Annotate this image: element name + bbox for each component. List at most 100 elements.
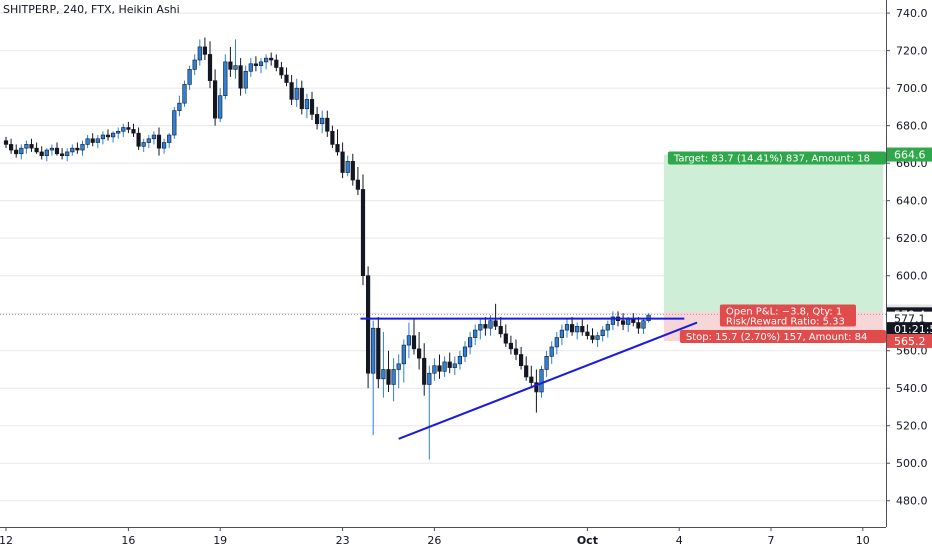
price-tick-label: 680.0 [896, 120, 928, 133]
candle-body [116, 130, 121, 134]
candle-body [121, 127, 126, 132]
candle-body [580, 326, 585, 333]
price-tick-label: 520.0 [896, 420, 928, 433]
pnl-label: Open P&L: −3.8, Qty: 1 [726, 307, 842, 318]
candle-body [304, 99, 310, 110]
candle-body [544, 356, 549, 370]
candle-body [253, 63, 259, 66]
candle-body [411, 335, 417, 350]
candle-body [156, 134, 162, 149]
candle-body [539, 369, 544, 393]
candle-body [360, 189, 366, 276]
candle-body [636, 322, 641, 329]
support-line [398, 321, 698, 440]
candle-body [197, 46, 202, 61]
candle-body [473, 329, 478, 338]
target-label: Target: 83.7 (14.41%) 837, Amount: 18 [673, 154, 870, 165]
candle-body [488, 320, 493, 329]
candle-body [600, 329, 605, 337]
candle-body [493, 320, 498, 327]
candle-body [228, 61, 233, 70]
candle-body [274, 59, 279, 68]
candle-body [340, 151, 345, 173]
candle-body [437, 365, 442, 372]
time-tick-label: 10 [856, 534, 870, 547]
price-axis-bg [886, 0, 932, 550]
candle-body [146, 138, 151, 143]
candle-body [325, 117, 330, 132]
candle-body [422, 357, 427, 385]
candle-body [105, 134, 111, 138]
price-tick-label: 740.0 [896, 7, 928, 20]
candle-body [70, 147, 75, 153]
price-tag-bg [887, 333, 932, 348]
chart-title: SHITPERP, 240, FTX, Heikin Ashi [3, 3, 180, 16]
candle-body [269, 57, 274, 61]
candle-body [416, 348, 422, 359]
candle-body [75, 147, 80, 151]
candle-body [564, 324, 570, 331]
pnl-label-bg [719, 304, 856, 327]
candle-body [355, 179, 361, 190]
candle-body [207, 54, 213, 81]
candle-body [9, 144, 14, 151]
candle-body [518, 354, 524, 367]
candle-body [279, 67, 284, 76]
candle-body [508, 342, 514, 350]
candle-body [223, 61, 228, 96]
candle-body [65, 151, 70, 156]
candle-body [111, 132, 116, 138]
time-tick-label: 4 [676, 534, 683, 547]
candle-body [534, 382, 539, 393]
time-tick-label: 16 [121, 534, 135, 547]
price-tick-label: 480.0 [896, 495, 928, 508]
candle-body [243, 70, 248, 89]
candle-body [90, 138, 95, 143]
candle-body [376, 327, 381, 380]
candle-body [49, 147, 54, 151]
candle-body [605, 324, 610, 331]
candle-body [427, 372, 432, 385]
candle-body [575, 326, 580, 333]
price-tag-bg [887, 322, 932, 337]
candle-body [401, 344, 406, 365]
candle-body [284, 74, 289, 83]
time-tick-label: 26 [427, 534, 441, 547]
candle-body [213, 80, 218, 119]
candle-body [350, 160, 355, 181]
time-tick-label: Oct [577, 534, 598, 547]
price-tag: 664.6 [894, 149, 926, 162]
price-tag: 565.2 [894, 335, 926, 348]
candle-body [554, 337, 559, 348]
candle-body [309, 99, 315, 115]
candle-body [396, 363, 401, 370]
candle-body [172, 110, 177, 136]
price-tick-label: 700.0 [896, 82, 928, 95]
rr-label: Risk/Reward Ratio: 5.33 [726, 317, 845, 328]
candle-body [238, 65, 243, 89]
candle-body [299, 87, 304, 110]
candle-body [620, 320, 626, 325]
candle-body [314, 114, 320, 125]
stop-label: Stop: 15.7 (2.70%) 157, Amount: 84 [686, 332, 868, 343]
candle-body [524, 365, 529, 378]
candle-body [462, 346, 468, 357]
candle-body [151, 134, 157, 140]
price-tick-label: 720.0 [896, 45, 928, 58]
candle-body [452, 363, 457, 368]
candle-body [294, 87, 299, 100]
candle-body [391, 369, 396, 385]
candle-body [365, 275, 371, 374]
candle-body [131, 129, 136, 134]
time-tick-label: 23 [336, 534, 350, 547]
candle-body [248, 63, 253, 72]
candle-body [442, 361, 447, 372]
price-tag: 01:21:57 [894, 323, 932, 336]
candle-body [498, 326, 503, 335]
candle-body [330, 130, 335, 145]
candle-body [585, 331, 590, 337]
candle-body [85, 138, 90, 145]
candle-body [457, 356, 463, 365]
candle-body [447, 361, 452, 368]
